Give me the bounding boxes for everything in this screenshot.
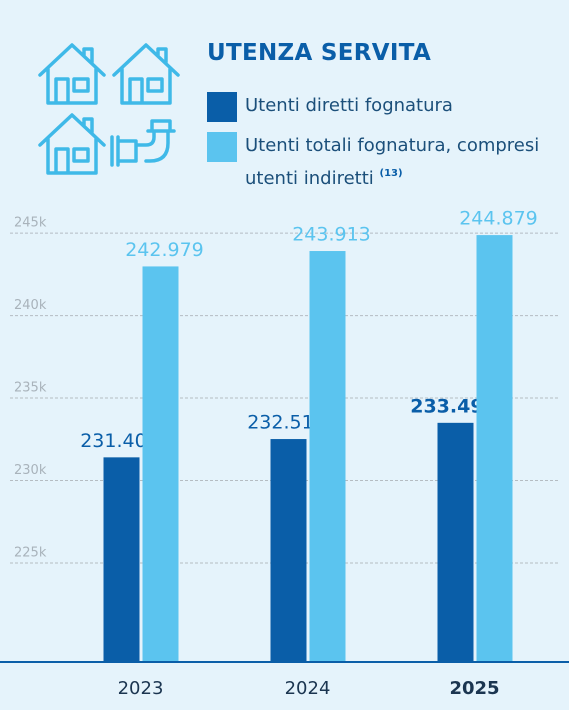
bar	[476, 235, 513, 662]
legend-entry: Utenti totali fognatura, compresi utenti…	[207, 132, 545, 193]
value-label: 233.498	[410, 395, 497, 417]
legend-swatch	[207, 132, 237, 162]
legend-swatch	[207, 92, 237, 122]
value-label: 242.979	[125, 239, 204, 261]
bar	[309, 251, 346, 662]
value-label: 243.913	[292, 224, 371, 246]
value-label: 244.879	[459, 208, 538, 230]
legend-entry: Utenti diretti fognatura	[207, 92, 545, 122]
bar	[437, 422, 474, 662]
x-tick-label: 2025	[449, 678, 499, 699]
house-icon	[38, 113, 106, 175]
y-tick-label: 225k	[14, 546, 47, 561]
bar	[270, 439, 307, 662]
bar	[103, 457, 140, 662]
house-icon	[38, 43, 106, 105]
icons	[38, 43, 180, 175]
y-tick-label: 245k	[14, 216, 47, 231]
x-tick-label: 2024	[285, 678, 331, 699]
y-tick-label: 230k	[14, 463, 47, 478]
value-label: 231.406	[80, 430, 159, 452]
x-tick-label: 2023	[118, 678, 164, 699]
house-icon	[112, 43, 180, 105]
legend-label: Utenti totali fognatura, compresi utenti…	[245, 132, 545, 193]
pipe-icon	[110, 119, 176, 167]
footnote-ref: (13)	[379, 168, 403, 179]
legend-label: Utenti diretti fognatura	[245, 95, 453, 116]
y-tick-label: 235k	[14, 381, 47, 396]
legend-text: Utenti totali fognatura, compresi utenti…	[245, 135, 540, 189]
y-tick-label: 240k	[14, 298, 47, 313]
chart-title: UTENZA SERVITA	[207, 40, 432, 66]
value-label: 232.515	[247, 412, 326, 434]
bar	[142, 266, 179, 662]
